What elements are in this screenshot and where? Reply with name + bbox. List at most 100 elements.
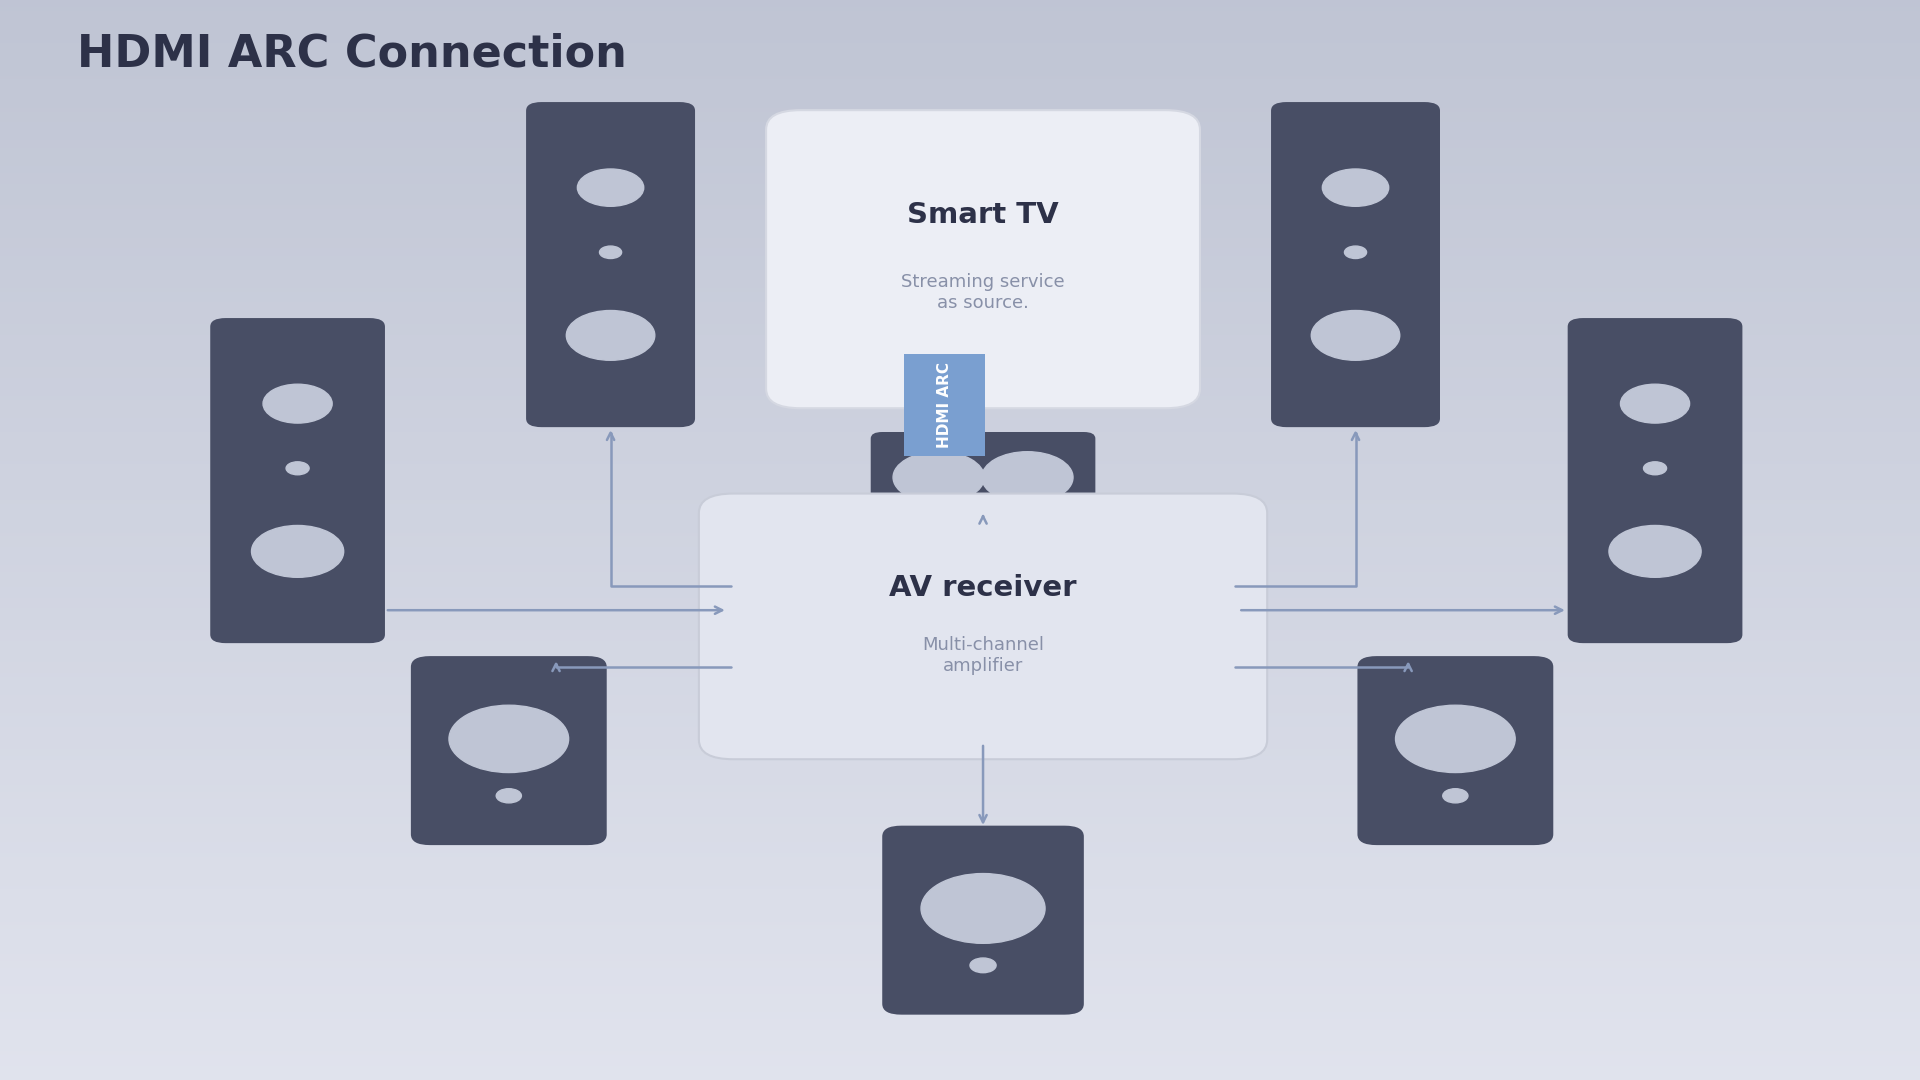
Bar [0,97,1920,100]
Circle shape [972,471,995,484]
Bar [0,191,1920,194]
Bar [0,753,1920,756]
Bar [0,954,1920,958]
Bar [0,170,1920,173]
Bar [0,818,1920,821]
Bar [0,1012,1920,1015]
Bar [0,194,1920,198]
Bar [0,144,1920,148]
Circle shape [981,451,1073,503]
Bar [0,634,1920,637]
Bar [0,29,1920,32]
Bar [0,900,1920,904]
Bar [0,907,1920,910]
Bar [0,407,1920,410]
FancyBboxPatch shape [411,656,607,845]
Bar [0,1015,1920,1018]
Bar [0,111,1920,116]
Bar [0,770,1920,774]
Bar [0,710,1920,713]
Text: Multi-channel
amplifier: Multi-channel amplifier [922,636,1044,675]
Bar [0,494,1920,497]
Bar [0,241,1920,245]
Bar [0,130,1920,133]
Bar [0,875,1920,878]
Bar [0,349,1920,353]
Bar [0,666,1920,670]
Bar [0,335,1920,338]
Bar [0,1058,1920,1062]
Bar [0,882,1920,886]
Bar [0,781,1920,785]
Bar [0,562,1920,565]
Bar [0,364,1920,367]
Bar [0,764,1920,767]
Circle shape [1396,705,1515,772]
Bar [0,515,1920,518]
Bar [0,100,1920,105]
Bar [0,961,1920,964]
Bar [0,832,1920,835]
Bar [0,529,1920,532]
Bar [0,691,1920,694]
Bar [0,435,1920,440]
Bar [0,731,1920,734]
Bar [0,284,1920,288]
Bar [0,915,1920,918]
Bar [0,159,1920,162]
Bar [0,716,1920,720]
FancyBboxPatch shape [766,110,1200,408]
Bar [0,813,1920,818]
Bar [0,8,1920,11]
Bar [0,256,1920,259]
Bar [0,410,1920,414]
Bar [0,853,1920,856]
Bar [0,623,1920,626]
Bar [0,861,1920,864]
Bar [0,548,1920,551]
Circle shape [922,874,1044,943]
Bar [0,921,1920,926]
Bar [0,353,1920,356]
Bar [0,943,1920,947]
Bar [0,62,1920,65]
Bar [0,522,1920,526]
Bar [0,418,1920,421]
Bar [0,248,1920,252]
Bar [0,828,1920,832]
Circle shape [1323,168,1388,206]
Bar [0,969,1920,972]
Bar [0,65,1920,68]
Bar [0,486,1920,489]
Bar [0,605,1920,608]
Bar [0,198,1920,202]
Bar [0,292,1920,295]
Bar [0,36,1920,40]
Bar [0,94,1920,97]
Bar [0,940,1920,943]
Bar [0,424,1920,429]
Bar [0,835,1920,839]
Bar [0,0,1920,3]
Bar [0,105,1920,108]
Bar [0,583,1920,586]
Bar [0,500,1920,504]
Bar [0,148,1920,151]
Bar [0,702,1920,705]
Bar [0,478,1920,483]
Bar [0,774,1920,778]
Bar [0,964,1920,969]
Circle shape [449,705,568,772]
Bar [0,720,1920,724]
Bar [0,705,1920,710]
Text: HDMI ARC Connection: HDMI ARC Connection [77,32,626,76]
Bar [0,450,1920,454]
Bar [0,796,1920,799]
Bar [0,119,1920,122]
Bar [0,670,1920,673]
Bar [0,680,1920,684]
Bar [0,489,1920,494]
Bar [0,79,1920,83]
Bar [0,1066,1920,1069]
Bar [0,645,1920,648]
